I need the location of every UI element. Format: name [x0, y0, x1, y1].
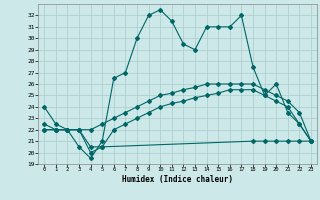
X-axis label: Humidex (Indice chaleur): Humidex (Indice chaleur) [122, 175, 233, 184]
